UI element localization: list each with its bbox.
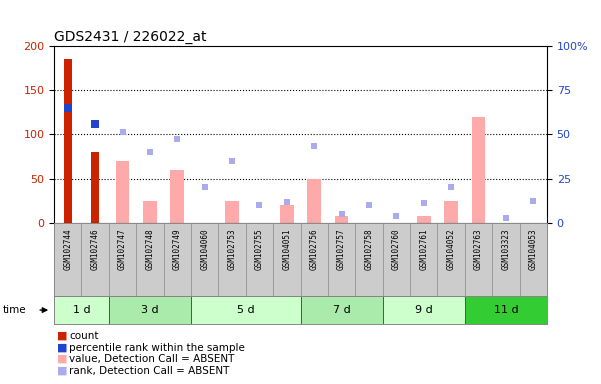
Text: GSM102756: GSM102756 [310, 228, 319, 270]
Text: GSM102758: GSM102758 [364, 228, 373, 270]
Bar [64, 59, 72, 223]
Text: rank, Detection Call = ABSENT: rank, Detection Call = ABSENT [69, 366, 230, 376]
Text: 1 d: 1 d [73, 305, 90, 315]
Bar [171, 170, 184, 223]
Text: ■: ■ [57, 354, 67, 364]
Bar [91, 152, 99, 223]
Bar [307, 179, 321, 223]
Bar [143, 200, 157, 223]
Text: GSM104052: GSM104052 [447, 228, 456, 270]
Text: value, Detection Call = ABSENT: value, Detection Call = ABSENT [69, 354, 234, 364]
Bar [472, 117, 486, 223]
Text: percentile rank within the sample: percentile rank within the sample [69, 343, 245, 353]
Text: GSM104051: GSM104051 [282, 228, 291, 270]
Bar [465, 296, 547, 324]
Bar [115, 161, 129, 223]
Text: GSM104060: GSM104060 [200, 228, 209, 270]
Text: GSM102755: GSM102755 [255, 228, 264, 270]
Text: GSM104053: GSM104053 [529, 228, 538, 270]
Text: 11 d: 11 d [493, 305, 518, 315]
Bar [280, 205, 294, 223]
Bar [225, 200, 239, 223]
Text: GSM102746: GSM102746 [91, 228, 100, 270]
Bar [109, 296, 191, 324]
Text: GSM102757: GSM102757 [337, 228, 346, 270]
Bar [335, 216, 349, 223]
Bar [54, 296, 109, 324]
Text: GSM103323: GSM103323 [501, 228, 510, 270]
Text: GDS2431 / 226022_at: GDS2431 / 226022_at [54, 30, 207, 44]
Bar [417, 216, 430, 223]
Text: 3 d: 3 d [141, 305, 159, 315]
Bar [191, 296, 300, 324]
Text: time: time [3, 305, 26, 315]
Bar [300, 296, 383, 324]
Text: GSM102744: GSM102744 [63, 228, 72, 270]
Text: count: count [69, 331, 99, 341]
Text: ■: ■ [57, 343, 67, 353]
Text: 9 d: 9 d [415, 305, 433, 315]
Text: 7 d: 7 d [333, 305, 350, 315]
Text: ■: ■ [57, 331, 67, 341]
Bar [383, 296, 465, 324]
Text: GSM102760: GSM102760 [392, 228, 401, 270]
Text: GSM102753: GSM102753 [228, 228, 237, 270]
Text: GSM102763: GSM102763 [474, 228, 483, 270]
Text: GSM102748: GSM102748 [145, 228, 154, 270]
Text: ■: ■ [57, 366, 67, 376]
Text: 5 d: 5 d [237, 305, 255, 315]
Text: GSM102761: GSM102761 [419, 228, 428, 270]
Text: GSM102747: GSM102747 [118, 228, 127, 270]
Bar [444, 200, 458, 223]
Text: GSM102749: GSM102749 [173, 228, 182, 270]
